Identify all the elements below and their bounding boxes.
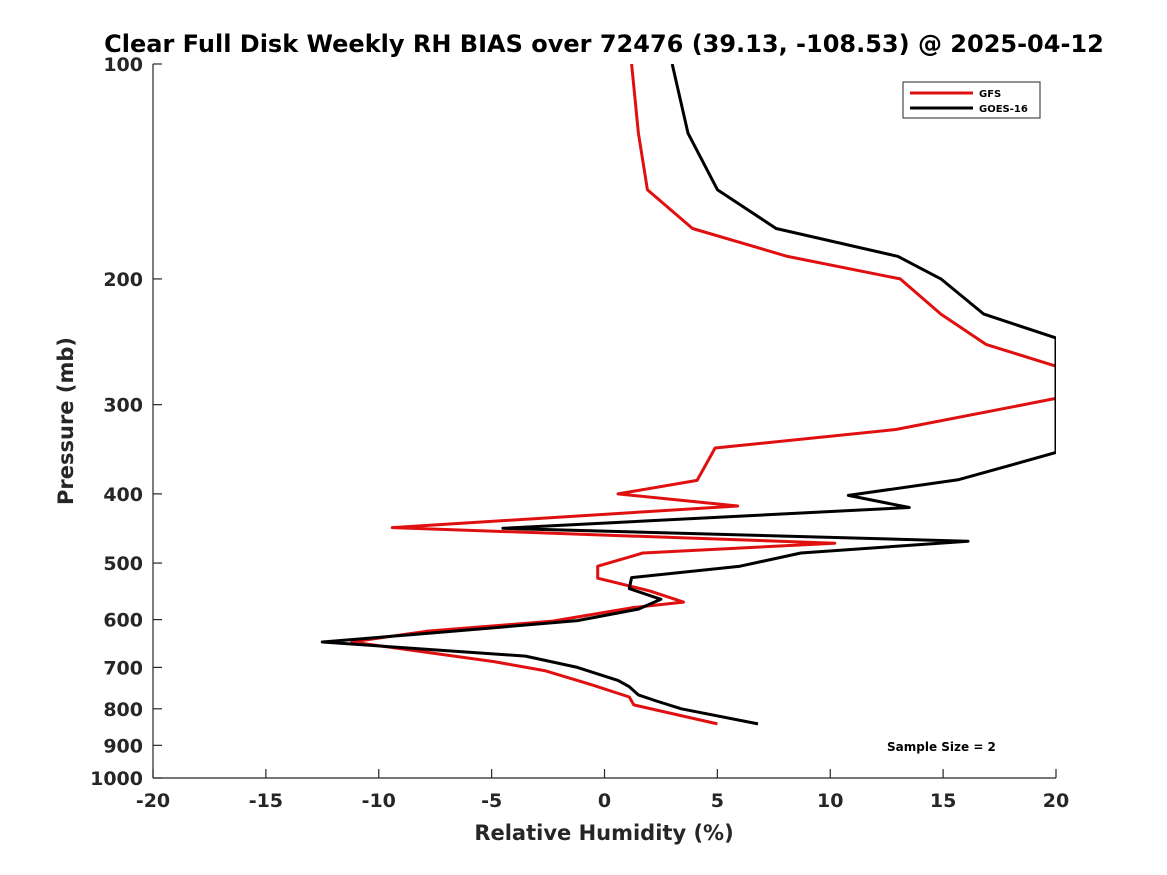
- x-tick-label: 15: [930, 790, 956, 812]
- y-tick-label: 300: [103, 395, 143, 417]
- y-tick-label: 500: [103, 553, 143, 575]
- y-tick-label: 900: [103, 735, 143, 757]
- x-tick-label: 5: [711, 790, 724, 812]
- legend-entry-label: GFS: [979, 89, 1001, 100]
- y-axis-label: Pressure (mb): [54, 337, 78, 505]
- x-tick-label: -10: [362, 790, 396, 812]
- legend-box: [902, 81, 1041, 119]
- legend-entry-label: GOES-16: [979, 104, 1028, 115]
- x-tick-label: 10: [817, 790, 843, 812]
- y-tick-label: 700: [103, 657, 143, 679]
- series-layer: [320, 64, 1056, 726]
- x-tick-label: -20: [136, 790, 170, 812]
- y-tick-label: 1000: [90, 768, 143, 790]
- y-tick-label: 200: [103, 269, 143, 291]
- y-tick-label: 600: [103, 610, 143, 632]
- axes-layer: -20 -15 -10 -5 0 5 10 15 20 100 200 300 400 500 600 700…: [90, 54, 1069, 812]
- y-tick-label: 400: [103, 484, 143, 506]
- sample-size-annotation: Sample Size = 2: [887, 740, 996, 754]
- chart-title: Clear Full Disk Weekly RH BIAS over 7247…: [104, 30, 1104, 58]
- y-tick-label: 100: [103, 54, 143, 76]
- x-tick-label: 0: [598, 790, 611, 812]
- legend: GFS GOES-16: [902, 81, 1041, 119]
- x-tick-label: -5: [481, 790, 502, 812]
- series-line-goes-16: [320, 64, 1056, 726]
- y-tick-label: 800: [103, 699, 143, 721]
- series-line-gfs: [350, 64, 1056, 726]
- x-tick-label: 20: [1043, 790, 1069, 812]
- x-tick-label: -15: [249, 790, 283, 812]
- x-axis-label: Relative Humidity (%): [474, 821, 733, 845]
